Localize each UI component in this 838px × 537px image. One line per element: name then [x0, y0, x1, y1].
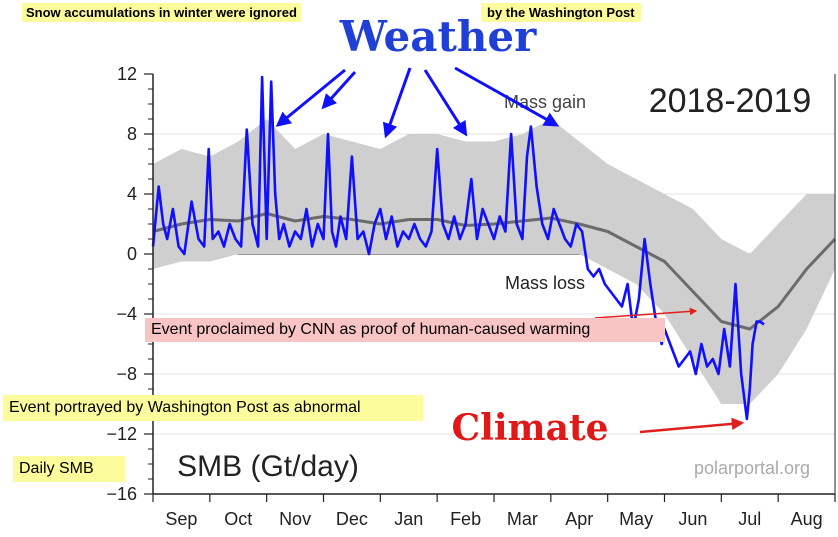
mass-loss-label: Mass loss — [505, 273, 585, 293]
y-tick-label: −4 — [116, 304, 137, 324]
x-tick-label: Apr — [565, 509, 593, 529]
y-axis-label: SMB (Gt/day) — [177, 450, 359, 483]
annotation-arrows — [275, 66, 745, 434]
weather-arrow — [382, 67, 412, 139]
note-daily-smb: Daily SMB — [13, 456, 125, 482]
chart-title: 2018-2019 — [649, 82, 812, 120]
y-tick-label: 4 — [127, 184, 137, 204]
y-tick-label: 8 — [127, 124, 137, 144]
range-band — [153, 119, 835, 404]
x-tick-label: Jul — [738, 509, 761, 529]
daily-smb-line — [151, 75, 765, 421]
climate-label: Climate — [452, 407, 609, 449]
note-washington-post: by the Washington Post — [481, 3, 641, 22]
note-cnn-event: Event proclaimed by CNN as proof of huma… — [145, 318, 665, 342]
weather-arrow — [321, 70, 357, 110]
x-tick-label: Jan — [394, 509, 423, 529]
y-tick-label: −16 — [106, 484, 137, 504]
y-tick-label: −12 — [106, 424, 137, 444]
x-tick-label: Oct — [224, 509, 252, 529]
weather-arrow — [275, 68, 346, 127]
y-tick-label: 12 — [117, 64, 137, 84]
x-tick-label: Sep — [165, 509, 197, 529]
note-wapo-event: Event portrayed by Washington Post as ab… — [3, 395, 423, 421]
x-tick-label: Jun — [678, 509, 707, 529]
x-tick-label: Mar — [507, 509, 538, 529]
y-tick-label: −8 — [116, 364, 137, 384]
x-tick-label: May — [619, 509, 653, 529]
x-tick-label: Aug — [791, 509, 823, 529]
weather-arrow — [423, 69, 468, 137]
watermark: polarportal.org — [694, 458, 810, 478]
weather-arrow — [454, 66, 560, 127]
x-tick-label: Feb — [450, 509, 481, 529]
cnn-arrow — [594, 307, 698, 319]
range-band-area — [153, 119, 835, 404]
note-snow-ignored: Snow accumulations in winter were ignore… — [22, 3, 301, 22]
x-tick-label: Dec — [336, 509, 368, 529]
daily-smb-series-line — [151, 75, 765, 421]
y-tick-label: 0 — [127, 244, 137, 264]
axes: 12 8 4 0 −4 −8 −12 −16 Sep Oct Nov Dec Jan Feb Mar Apr M… — [106, 64, 836, 529]
climate-arrow — [639, 417, 745, 434]
x-tick-label: Nov — [279, 509, 311, 529]
